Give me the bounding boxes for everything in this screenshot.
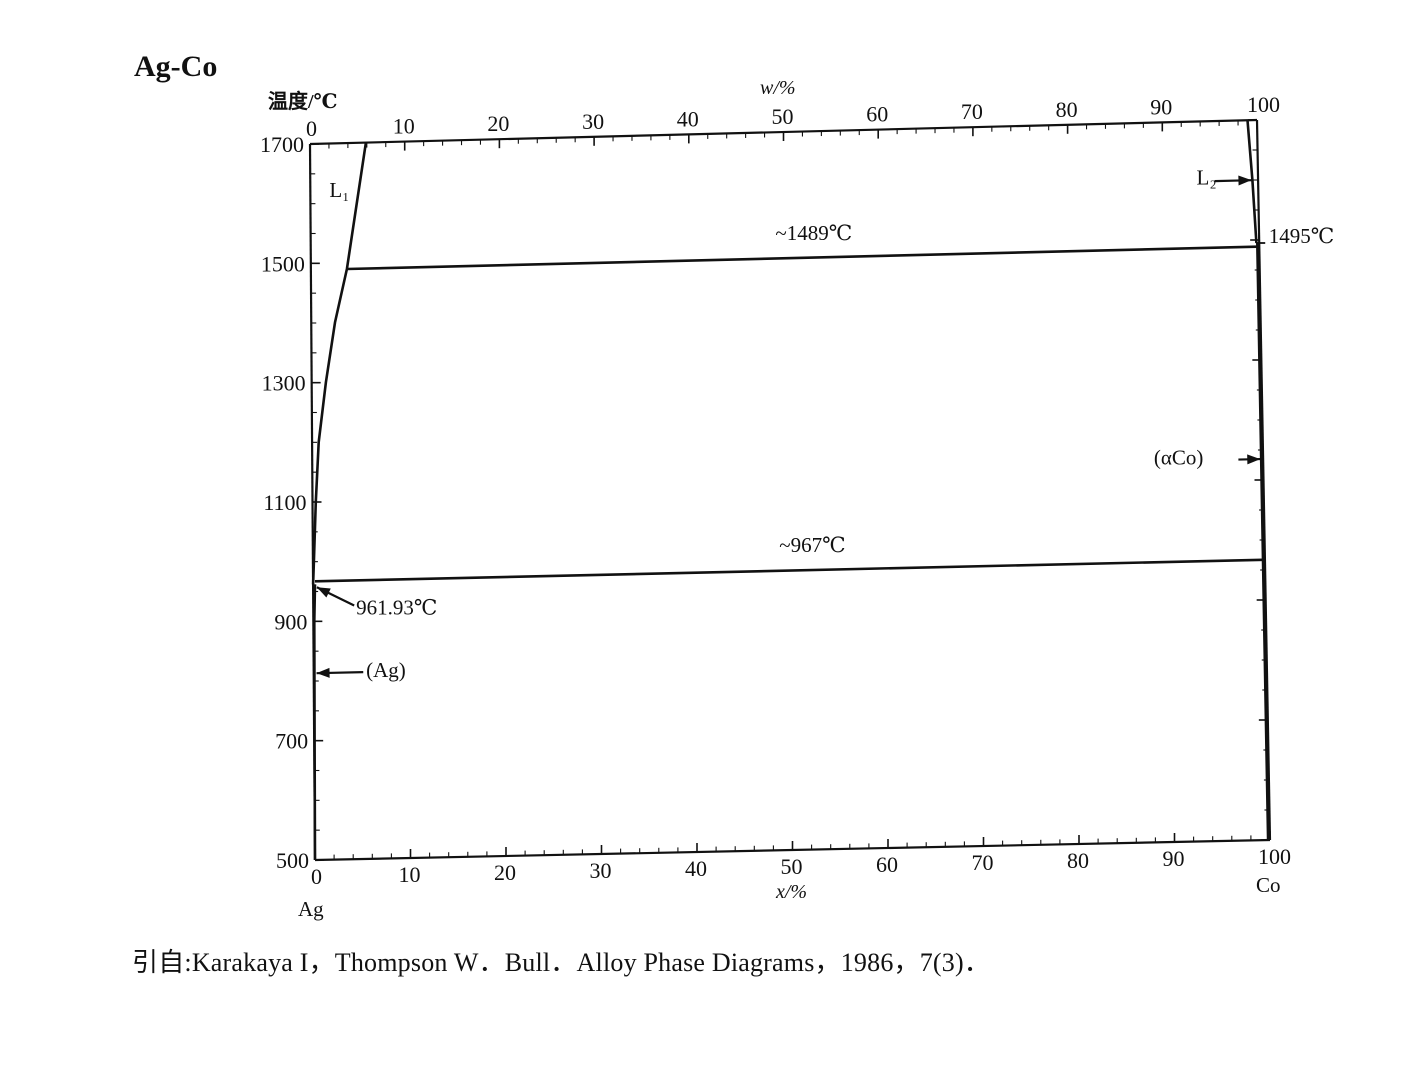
bottom-tick-label: 70	[972, 850, 994, 875]
l2-arrow-head	[1238, 175, 1252, 186]
annotation-7: (Ag)	[366, 658, 406, 682]
phase-boundary-3	[346, 245, 1257, 271]
top-tick-label: 80	[1056, 97, 1078, 122]
top-tick-label: 20	[487, 111, 509, 136]
phase-boundaries	[311, 120, 1270, 861]
left-element-label: Ag	[298, 897, 324, 921]
axis-ticks: 0 10 20 30 40 50 60 70 80 90 100 0 10 20 30 40 50 60 70 80 9…	[260, 92, 1291, 889]
chart-title: Ag-Co	[134, 50, 217, 83]
annotation-2: L₂	[1197, 166, 1217, 190]
annotation-6: 961.93℃	[356, 595, 437, 619]
right-element-label: Co	[1256, 873, 1281, 897]
annotation-4: 1495℃	[1269, 224, 1335, 248]
bottom-axis-label: x/%	[775, 881, 807, 903]
annotation-1: L₁	[329, 178, 349, 202]
ag-arrow-head	[316, 667, 330, 678]
top-tick-label: 30	[582, 109, 604, 134]
y-tick-label: 700	[275, 729, 308, 754]
annotation-8: (αCo)	[1154, 446, 1204, 470]
y-tick-label: 900	[274, 609, 307, 634]
bottom-tick-label: 100	[1258, 844, 1291, 869]
bottom-tick-label: 30	[590, 858, 612, 883]
top-axis-label: w/%	[760, 77, 796, 99]
bottom-tick-label: 60	[876, 852, 898, 877]
y-tick-label: 500	[276, 848, 309, 873]
bottom-tick-label: 10	[399, 862, 421, 887]
bottom-tick-label: 90	[1163, 846, 1185, 871]
y-tick-label: 1500	[261, 251, 305, 276]
top-tick-label: 90	[1150, 94, 1172, 119]
y-tick-label: 1700	[260, 132, 304, 157]
phase-boundary-6	[1256, 242, 1270, 841]
top-tick-label: 50	[772, 104, 794, 129]
phase-boundary-1	[311, 142, 368, 585]
top-tick-label: 40	[677, 106, 699, 131]
phase-annotations: L₁ L₂ ~1489℃ 1495℃ ~967℃ 961.93℃ (Ag) (αCo)	[316, 166, 1335, 682]
phase-boundary-2	[312, 584, 317, 861]
y-axis-label: 温度/℃	[268, 89, 338, 113]
citation: 引自:Karakaya I，Thompson W．Bull．Alloy Phas…	[132, 948, 991, 977]
alpha-co-arrow-head	[1247, 454, 1261, 465]
y-tick-label: 1100	[263, 490, 306, 515]
bottom-tick-label: 50	[781, 854, 803, 879]
top-tick-label: 70	[961, 99, 983, 124]
bottom-tick-label: 0	[311, 864, 322, 889]
top-tick-label: 100	[1247, 92, 1280, 117]
phase-boundary-5	[1246, 120, 1258, 244]
melting-point-arrow-head	[316, 587, 331, 598]
top-tick-label: 10	[393, 114, 415, 139]
y-tick-label: 1300	[262, 371, 306, 396]
top-tick-label: 0	[306, 116, 317, 141]
phase-boundary-4	[314, 558, 1264, 583]
top-tick-label: 60	[866, 102, 888, 127]
annotation-3: ~1489℃	[775, 221, 852, 245]
bottom-tick-label: 40	[685, 856, 707, 881]
bottom-tick-label: 20	[494, 860, 516, 885]
annotation-5: ~967℃	[779, 533, 845, 557]
bottom-tick-label: 80	[1067, 848, 1089, 873]
